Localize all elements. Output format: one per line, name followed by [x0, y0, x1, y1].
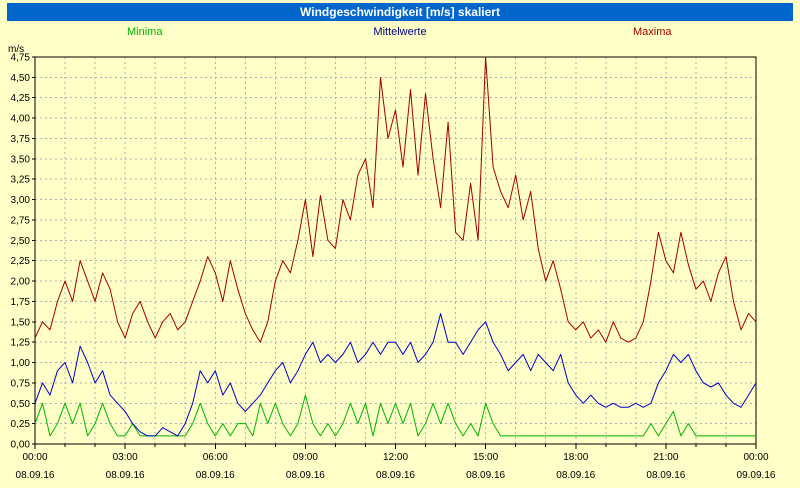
svg-text:0,25: 0,25	[11, 419, 31, 430]
svg-text:0,00: 0,00	[11, 440, 31, 451]
svg-text:4,25: 4,25	[11, 93, 31, 104]
mittelwerte-line	[34, 313, 757, 437]
svg-text:4,00: 4,00	[11, 114, 31, 125]
svg-text:08.09.16: 08.09.16	[106, 470, 145, 481]
svg-text:1,25: 1,25	[11, 338, 31, 349]
svg-text:3,75: 3,75	[11, 134, 31, 145]
svg-text:08.09.16: 08.09.16	[646, 470, 685, 481]
svg-text:00:00: 00:00	[743, 452, 768, 463]
svg-text:00:00: 00:00	[22, 452, 47, 463]
svg-text:2,00: 2,00	[11, 277, 31, 288]
legend-minima-label: Minima	[127, 26, 163, 38]
svg-text:m/s: m/s	[8, 44, 24, 55]
legend-mittelwerte-label: Mittelwerte	[373, 26, 427, 38]
footer-strip	[0, 488, 800, 500]
svg-text:08.09.16: 08.09.16	[466, 470, 505, 481]
svg-text:2,50: 2,50	[11, 236, 31, 247]
svg-text:1,00: 1,00	[11, 358, 31, 369]
svg-text:0,50: 0,50	[11, 399, 31, 410]
svg-text:3,00: 3,00	[11, 195, 31, 206]
svg-text:3,50: 3,50	[11, 154, 31, 165]
svg-text:2,75: 2,75	[11, 215, 31, 226]
chart-legend: Minima Mittelwerte Maxima	[0, 26, 800, 42]
svg-text:4,50: 4,50	[11, 73, 31, 84]
svg-text:18:00: 18:00	[563, 452, 588, 463]
svg-text:4,75: 4,75	[11, 53, 31, 64]
maxima-line	[34, 56, 757, 343]
svg-text:08.09.16: 08.09.16	[196, 470, 235, 481]
svg-text:1,50: 1,50	[11, 317, 31, 328]
minima-line	[34, 394, 756, 437]
window-title: Windgeschwindigkeit [m/s] skaliert	[7, 3, 793, 21]
svg-text:1,75: 1,75	[11, 297, 31, 308]
svg-text:12:00: 12:00	[383, 452, 408, 463]
legend-maxima-label: Maxima	[633, 26, 672, 38]
svg-text:21:00: 21:00	[653, 452, 678, 463]
svg-text:15:00: 15:00	[473, 452, 498, 463]
svg-text:2,25: 2,25	[11, 256, 31, 267]
svg-text:0,75: 0,75	[11, 378, 31, 389]
svg-text:3,25: 3,25	[11, 175, 31, 186]
svg-text:06:00: 06:00	[203, 452, 228, 463]
svg-text:08.09.16: 08.09.16	[16, 470, 55, 481]
svg-text:03:00: 03:00	[113, 452, 138, 463]
svg-text:08.09.16: 08.09.16	[556, 470, 595, 481]
svg-text:09:00: 09:00	[293, 452, 318, 463]
svg-text:08.09.16: 08.09.16	[376, 470, 415, 481]
svg-text:09.09.16: 09.09.16	[737, 470, 776, 481]
svg-text:08.09.16: 08.09.16	[286, 470, 325, 481]
wind-speed-chart: 0,00 0,25 0,50 0,75 1,00 1,25 1,50 1,75 2,00 2,25…	[8, 44, 776, 481]
